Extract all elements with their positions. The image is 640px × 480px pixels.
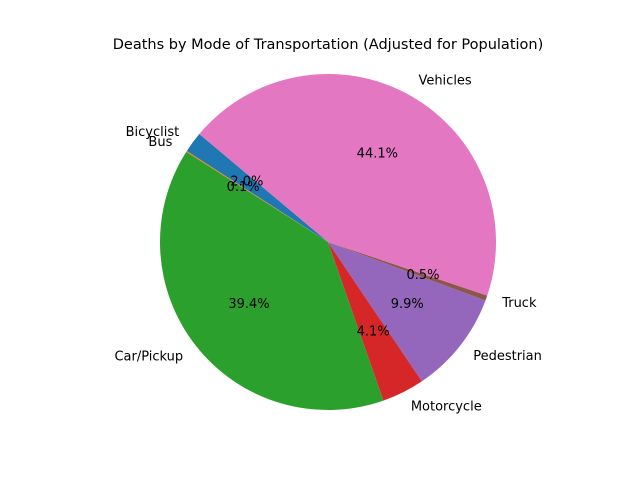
slice-motorcycle — [328, 242, 422, 401]
slice-percent-vehicles: 44.1% — [357, 147, 398, 162]
slice-label-car-pickup: Car/Pickup — [114, 349, 183, 364]
slice-vehicles — [199, 74, 496, 296]
slice-label-motorcycle: Motorcycle — [411, 400, 482, 415]
slice-percent-bus: 0.1% — [227, 180, 260, 195]
slice-truck — [328, 242, 488, 301]
slice-percent-truck: 0.5% — [407, 268, 440, 283]
slice-label-bicyclist: Bicyclist — [126, 125, 180, 140]
slice-bus — [186, 150, 328, 242]
slice-percent-bicyclist: 2.0% — [230, 175, 263, 190]
slice-car-pickup — [159, 151, 384, 411]
pie-slices — [159, 74, 496, 411]
pie-labels: Bicyclist 2.0% Bus 0.1% Car/Pickup 39.4% Motor… — [114, 73, 541, 414]
slice-percent-motorcycle: 4.1% — [357, 325, 390, 340]
slice-label-truck: Truck — [501, 296, 537, 311]
slice-bicyclist — [186, 134, 328, 242]
slice-percent-car-pickup: 39.4% — [228, 297, 269, 312]
slice-label-bus: Bus — [148, 135, 172, 150]
slice-label-vehicles: Vehicles — [418, 73, 471, 88]
slice-pedestrian — [328, 242, 486, 382]
chart-title: Deaths by Mode of Transportation (Adjust… — [113, 37, 544, 53]
slice-label-pedestrian: Pedestrian — [473, 349, 542, 364]
slice-percent-pedestrian: 9.9% — [391, 297, 424, 312]
